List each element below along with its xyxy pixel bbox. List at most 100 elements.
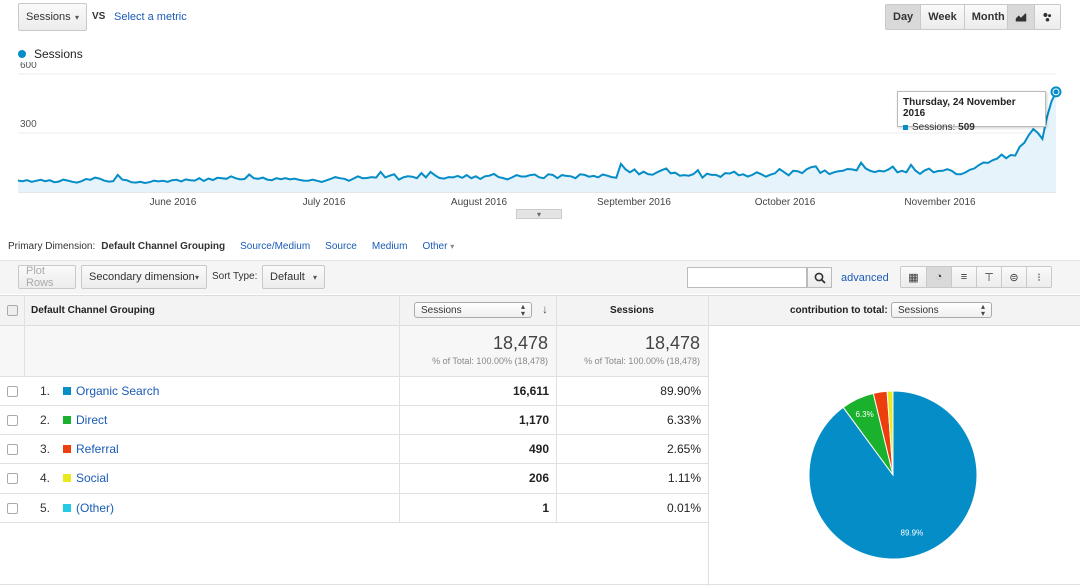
row-dimension-link[interactable]: Referral xyxy=(76,442,119,456)
plot-rows-label: Plot Rows xyxy=(26,265,54,289)
period-week-button[interactable]: Week xyxy=(920,5,964,29)
search-icon xyxy=(814,272,826,284)
row-percent-value: 2.65% xyxy=(666,442,701,456)
table-row: 3. Referral 490 2.65% xyxy=(0,435,708,463)
tooltip-date: Thursday, 24 November 2016 xyxy=(903,97,1016,119)
row-index: 1. xyxy=(40,384,51,398)
x-tick-label: October 2016 xyxy=(754,197,816,208)
total-sub-1: % of Total: 100.00% (18,478) xyxy=(432,356,548,366)
row-color-swatch xyxy=(63,445,71,453)
sessions-line-chart: 600 300 xyxy=(17,62,1062,193)
pie-slice-label: 89.9% xyxy=(901,529,924,538)
x-tick-label: July 2016 xyxy=(302,197,346,208)
metric-select[interactable]: Sessions ▾ xyxy=(18,3,87,31)
table-row: 4. Social 206 1.11% xyxy=(0,464,708,492)
line-chart-icon[interactable] xyxy=(1008,5,1034,29)
sessions-area xyxy=(18,91,1056,192)
table-row: 5. (Other) 1 0.01% xyxy=(0,494,708,522)
sort-arrow-icon[interactable]: ↓ xyxy=(542,302,548,316)
plot-rows-button[interactable]: Plot Rows xyxy=(18,265,76,289)
period-day-button[interactable]: Day xyxy=(886,5,921,29)
metric-select-label: Sessions xyxy=(26,11,71,23)
primary-dimension-label: Primary Dimension: xyxy=(8,241,96,252)
contribution-label: contribution to total: xyxy=(790,305,888,316)
chevron-down-icon: ▾ xyxy=(74,12,79,22)
pie-chart-icon[interactable]: ◔ xyxy=(926,267,951,287)
row-sessions-value: 1,170 xyxy=(518,413,549,427)
row-dimension-link[interactable]: Direct xyxy=(76,413,108,427)
total-value-2: 18,478 xyxy=(644,333,700,353)
tooltip-swatch xyxy=(903,125,908,130)
table-row: 1. Organic Search 16,611 89.90% xyxy=(0,377,708,405)
dimension-medium[interactable]: Medium xyxy=(371,241,408,252)
row-dimension-link[interactable]: Organic Search xyxy=(76,384,160,398)
row-checkbox[interactable] xyxy=(7,414,18,426)
x-tick-label: November 2016 xyxy=(904,197,976,208)
pie-slice-label: 6.3% xyxy=(855,410,873,419)
chart-type-toggle xyxy=(1007,4,1061,30)
dimension-default-channel[interactable]: Default Channel Grouping xyxy=(101,241,226,252)
total-value-1: 18,478 xyxy=(492,333,548,353)
select-metric-link[interactable]: Select a metric xyxy=(114,11,187,23)
tooltip-series: Sessions: 509 xyxy=(903,122,1040,133)
chart-legend: Sessions xyxy=(18,47,83,61)
advanced-link[interactable]: advanced xyxy=(841,272,889,284)
table-search-input[interactable] xyxy=(687,267,807,288)
row-percent-value: 6.33% xyxy=(666,413,701,427)
pivot-icon[interactable]: ⁝ xyxy=(1026,267,1051,287)
row-checkbox[interactable] xyxy=(7,472,18,484)
row-color-swatch xyxy=(63,416,71,424)
row-percent-value: 1.11% xyxy=(667,471,701,485)
col-header-sessions[interactable]: Sessions xyxy=(610,305,654,316)
secondary-dimension-select[interactable]: Secondary dimension ▾ xyxy=(81,265,207,289)
view-toggle: ▦ ◔ ≡ ⊤ ⊜ ⁝ xyxy=(900,266,1052,288)
row-color-swatch xyxy=(63,474,71,482)
row-checkbox[interactable] xyxy=(7,502,18,514)
row-index: 4. xyxy=(40,471,51,485)
chevron-down-icon: ▾ xyxy=(450,242,455,251)
contribution-pie-chart: 89.9% 6.3% xyxy=(808,390,978,560)
col-header-dimension[interactable]: Default Channel Grouping xyxy=(31,305,155,316)
secondary-dimension-label: Secondary dimension xyxy=(89,271,195,283)
period-month-button[interactable]: Month xyxy=(963,5,1012,29)
chart-expand-handle[interactable]: ▾ xyxy=(516,209,562,219)
highlighted-data-point-core xyxy=(1053,89,1059,95)
metric-column-select[interactable]: Sessions ▴ ▾ xyxy=(414,302,532,318)
comparison-icon[interactable]: ⊤ xyxy=(976,267,1001,287)
x-tick-label: August 2016 xyxy=(450,197,508,208)
chevron-down-icon: ▾ xyxy=(194,272,199,282)
vs-label: VS xyxy=(92,11,106,22)
data-table-icon[interactable]: ▦ xyxy=(901,267,926,287)
row-sessions-value: 1 xyxy=(542,501,549,515)
row-sessions-value: 206 xyxy=(528,471,549,485)
search-button[interactable] xyxy=(807,267,832,288)
row-checkbox[interactable] xyxy=(7,443,18,455)
dimension-source-medium[interactable]: Source/Medium xyxy=(240,241,311,252)
chevron-down-icon: ▾ xyxy=(312,272,317,282)
contribution-select-value: Sessions xyxy=(898,304,939,316)
row-index: 2. xyxy=(40,413,51,427)
row-dimension-link[interactable]: (Other) xyxy=(76,501,115,515)
row-dimension-link[interactable]: Social xyxy=(76,471,109,485)
x-tick-label: September 2016 xyxy=(597,197,671,208)
row-percent-value: 89.90% xyxy=(660,384,701,398)
legend-label: Sessions xyxy=(34,47,83,61)
chart-tooltip: Thursday, 24 November 2016 Sessions: 509 xyxy=(897,91,1046,133)
y-tick-label: 300 xyxy=(20,119,37,130)
select-all-checkbox[interactable] xyxy=(7,305,18,316)
dimension-source[interactable]: Source xyxy=(325,241,357,252)
up-down-icon: ▴ ▾ xyxy=(520,302,525,318)
term-cloud-icon[interactable]: ⊜ xyxy=(1001,267,1026,287)
x-tick-label: June 2016 xyxy=(149,197,197,208)
contribution-select[interactable]: Sessions ▴ ▾ xyxy=(891,302,992,318)
row-color-swatch xyxy=(63,387,71,395)
sort-type-select[interactable]: Default ▾ xyxy=(262,265,325,289)
row-index: 3. xyxy=(40,442,51,456)
performance-icon[interactable]: ≡ xyxy=(951,267,976,287)
row-checkbox[interactable] xyxy=(7,385,18,397)
row-color-swatch xyxy=(63,504,71,512)
row-percent-value: 0.01% xyxy=(666,501,701,515)
motion-chart-icon[interactable] xyxy=(1034,5,1060,29)
dimension-other[interactable]: Other ▾ xyxy=(422,241,454,252)
period-toggle: Day Week Month xyxy=(885,4,1013,30)
